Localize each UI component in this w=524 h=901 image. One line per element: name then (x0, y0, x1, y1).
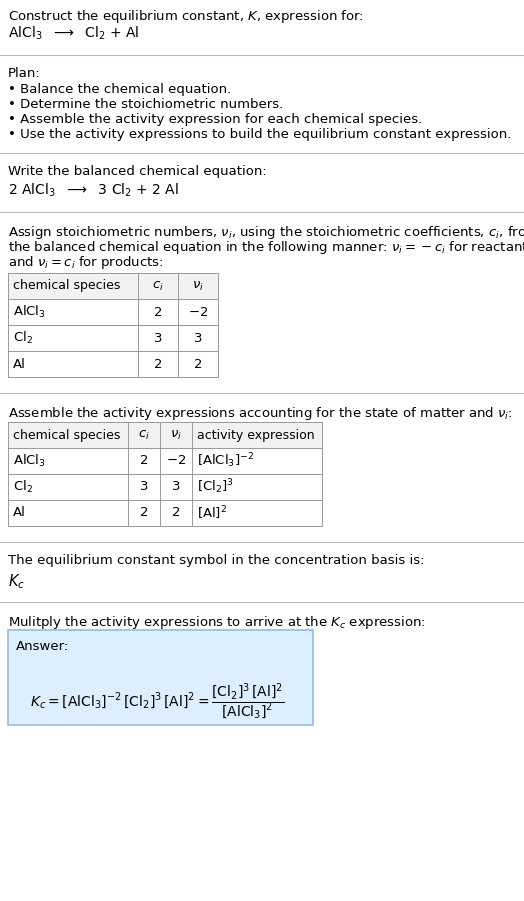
Text: 3: 3 (172, 480, 180, 494)
Text: • Use the activity expressions to build the equilibrium constant expression.: • Use the activity expressions to build … (8, 128, 511, 141)
Bar (8, 474, 322, 500)
Text: Mulitply the activity expressions to arrive at the $K_c$ expression:: Mulitply the activity expressions to arr… (8, 614, 426, 631)
Text: • Balance the chemical equation.: • Balance the chemical equation. (8, 83, 231, 96)
Text: $[\mathrm{Cl_2}]^3$: $[\mathrm{Cl_2}]^3$ (197, 478, 234, 496)
Text: Answer:: Answer: (16, 640, 69, 653)
Bar (8, 325, 218, 351)
Text: Plan:: Plan: (8, 67, 41, 80)
Text: Cl$_2$: Cl$_2$ (13, 479, 33, 495)
Text: $-2$: $-2$ (166, 454, 186, 468)
Text: $c_i$: $c_i$ (138, 429, 150, 441)
Text: Construct the equilibrium constant, $K$, expression for:: Construct the equilibrium constant, $K$,… (8, 8, 364, 25)
Text: Write the balanced chemical equation:: Write the balanced chemical equation: (8, 165, 267, 178)
Bar (8, 422, 322, 448)
Text: 3: 3 (140, 480, 148, 494)
Text: AlCl$_3$: AlCl$_3$ (13, 453, 46, 469)
Text: Cl$_2$: Cl$_2$ (13, 330, 33, 346)
Text: • Assemble the activity expression for each chemical species.: • Assemble the activity expression for e… (8, 113, 422, 126)
Text: AlCl$_3$  $\longrightarrow$  Cl$_2$ + Al: AlCl$_3$ $\longrightarrow$ Cl$_2$ + Al (8, 25, 139, 42)
Text: 2: 2 (154, 358, 162, 370)
FancyBboxPatch shape (8, 630, 313, 725)
Text: Assemble the activity expressions accounting for the state of matter and $\nu_i$: Assemble the activity expressions accoun… (8, 405, 512, 422)
Bar (8, 273, 218, 299)
Text: $c_i$: $c_i$ (152, 279, 164, 293)
Text: the balanced chemical equation in the following manner: $\nu_i = -c_i$ for react: the balanced chemical equation in the fo… (8, 239, 524, 256)
Bar (8, 299, 218, 325)
Text: 2: 2 (140, 454, 148, 468)
Text: $-2$: $-2$ (188, 305, 208, 318)
Text: $K_c$: $K_c$ (8, 572, 25, 591)
Text: $[\mathrm{AlCl_3}]^{-2}$: $[\mathrm{AlCl_3}]^{-2}$ (197, 451, 254, 470)
Text: and $\nu_i = c_i$ for products:: and $\nu_i = c_i$ for products: (8, 254, 163, 271)
Text: chemical species: chemical species (13, 279, 121, 293)
Text: 2 AlCl$_3$  $\longrightarrow$  3 Cl$_2$ + 2 Al: 2 AlCl$_3$ $\longrightarrow$ 3 Cl$_2$ + … (8, 182, 179, 199)
Text: 2: 2 (154, 305, 162, 318)
Text: 2: 2 (140, 506, 148, 520)
Bar (8, 351, 218, 377)
Text: Al: Al (13, 358, 26, 370)
Text: 3: 3 (154, 332, 162, 344)
Text: activity expression: activity expression (197, 429, 314, 441)
Text: 3: 3 (194, 332, 202, 344)
Text: Al: Al (13, 506, 26, 520)
Text: AlCl$_3$: AlCl$_3$ (13, 304, 46, 320)
Text: • Determine the stoichiometric numbers.: • Determine the stoichiometric numbers. (8, 98, 283, 111)
Text: $K_c = [\mathrm{AlCl_3}]^{-2}\,[\mathrm{Cl_2}]^3\,[\mathrm{Al}]^2 = \dfrac{[\mat: $K_c = [\mathrm{AlCl_3}]^{-2}\,[\mathrm{… (30, 682, 285, 723)
Text: Assign stoichiometric numbers, $\nu_i$, using the stoichiometric coefficients, $: Assign stoichiometric numbers, $\nu_i$, … (8, 224, 524, 241)
Text: The equilibrium constant symbol in the concentration basis is:: The equilibrium constant symbol in the c… (8, 554, 424, 567)
Text: 2: 2 (194, 358, 202, 370)
Text: $\nu_i$: $\nu_i$ (192, 279, 204, 293)
Text: $\nu_i$: $\nu_i$ (170, 429, 182, 441)
Text: 2: 2 (172, 506, 180, 520)
Bar (8, 500, 322, 526)
Text: chemical species: chemical species (13, 429, 121, 441)
Text: $[\mathrm{Al}]^2$: $[\mathrm{Al}]^2$ (197, 505, 227, 522)
Bar (8, 448, 322, 474)
